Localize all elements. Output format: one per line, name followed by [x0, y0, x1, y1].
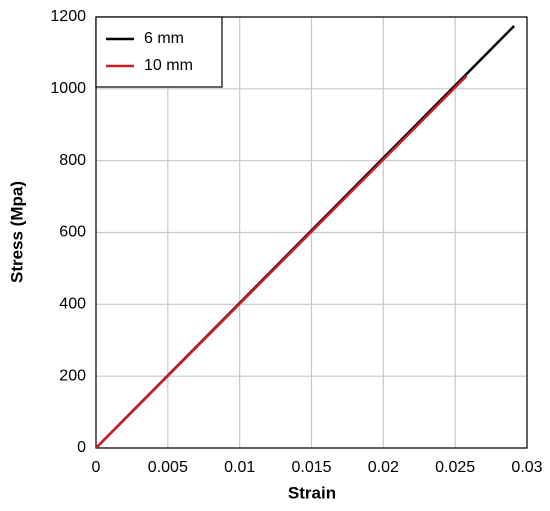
- series-line: [95, 75, 468, 449]
- legend-box: [95, 16, 223, 88]
- y-axis-label: Stress (Mpa): [7, 181, 26, 283]
- legend-label: 10 mm: [144, 57, 193, 74]
- x-tick-label: 0.005: [148, 459, 188, 476]
- x-tick-label: 0.02: [368, 459, 399, 476]
- y-tick-label: 0: [77, 439, 86, 456]
- x-axis-label: Strain: [288, 483, 336, 502]
- y-tick-label: 1000: [50, 80, 86, 97]
- x-tick-label: 0.03: [511, 459, 542, 476]
- y-tick-label: 400: [59, 296, 86, 313]
- legend-label: 6 mm: [144, 30, 184, 47]
- y-tick-label: 800: [59, 152, 86, 169]
- y-tick-label: 1200: [50, 8, 86, 25]
- x-tick-label: 0.015: [291, 459, 331, 476]
- x-tick-label: 0: [92, 459, 101, 476]
- x-tick-label: 0.025: [435, 459, 475, 476]
- plot-frame: [95, 16, 528, 449]
- x-tick-label: 0.01: [224, 459, 255, 476]
- y-tick-label: 600: [59, 224, 86, 241]
- y-tick-label: 200: [59, 367, 86, 384]
